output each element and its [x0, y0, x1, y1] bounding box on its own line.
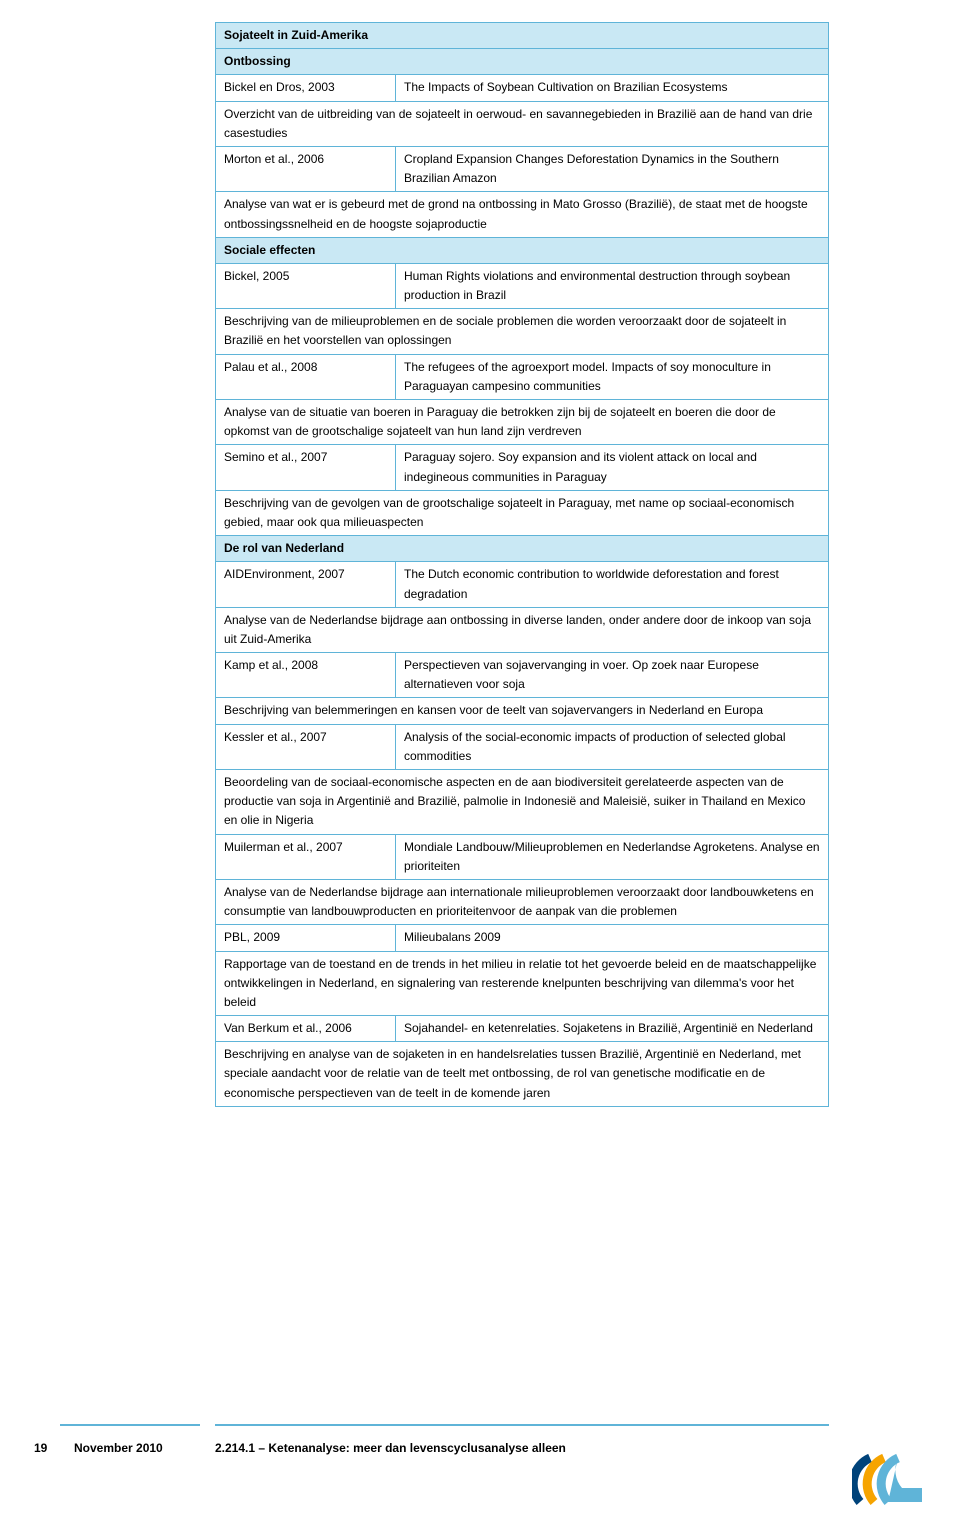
description-cell: Beschrijving en analyse van de sojaketen… — [216, 1042, 829, 1107]
citation-cell: Morton et al., 2006 — [216, 146, 396, 191]
footer-date: November 2010 — [74, 1441, 163, 1455]
section-header-cell: Ontbossing — [216, 49, 829, 75]
description-cell: Analyse van de situatie van boeren in Pa… — [216, 400, 829, 445]
table-row: Sojateelt in Zuid-Amerika — [216, 23, 829, 49]
table-row: Beschrijving van de milieuproblemen en d… — [216, 309, 829, 354]
citation-cell: Palau et al., 2008 — [216, 354, 396, 399]
description-cell: Overzicht van de uitbreiding van de soja… — [216, 101, 829, 146]
table-row: Bickel, 2005Human Rights violations and … — [216, 263, 829, 308]
table-row: Sociale effecten — [216, 237, 829, 263]
table-row: Analyse van de Nederlandse bijdrage aan … — [216, 607, 829, 652]
table-row: AIDEnvironment, 2007The Dutch economic c… — [216, 562, 829, 607]
footer-rule-short — [60, 1424, 200, 1426]
title-cell: Mondiale Landbouw/Milieuproblemen en Ned… — [396, 834, 829, 879]
table-row: Beschrijving van belemmeringen en kansen… — [216, 698, 829, 724]
brand-logo — [852, 1452, 922, 1508]
title-cell: Milieubalans 2009 — [396, 925, 829, 951]
table-row: Analyse van de Nederlandse bijdrage aan … — [216, 879, 829, 924]
title-cell: Perspectieven van sojavervanging in voer… — [396, 653, 829, 698]
table-row: Ontbossing — [216, 49, 829, 75]
citation-cell: Kamp et al., 2008 — [216, 653, 396, 698]
citation-cell: Bickel en Dros, 2003 — [216, 75, 396, 101]
title-cell: Cropland Expansion Changes Deforestation… — [396, 146, 829, 191]
table-row: Muilerman et al., 2007Mondiale Landbouw/… — [216, 834, 829, 879]
table-row: Bickel en Dros, 2003The Impacts of Soybe… — [216, 75, 829, 101]
citation-cell: AIDEnvironment, 2007 — [216, 562, 396, 607]
description-cell: Analyse van wat er is gebeurd met de gro… — [216, 192, 829, 237]
footer-page-number: 19 — [34, 1441, 47, 1455]
description-cell: Analyse van de Nederlandse bijdrage aan … — [216, 607, 829, 652]
footer-rule-long — [215, 1424, 829, 1426]
table-row: Semino et al., 2007Paraguay sojero. Soy … — [216, 445, 829, 490]
footer-title: 2.214.1 – Ketenanalyse: meer dan levensc… — [215, 1441, 566, 1455]
citation-cell: Bickel, 2005 — [216, 263, 396, 308]
title-cell: Human Rights violations and environmenta… — [396, 263, 829, 308]
description-cell: Rapportage van de toestand en de trends … — [216, 951, 829, 1016]
section-header-cell: Sojateelt in Zuid-Amerika — [216, 23, 829, 49]
title-cell: The Dutch economic contribution to world… — [396, 562, 829, 607]
title-cell: The Impacts of Soybean Cultivation on Br… — [396, 75, 829, 101]
table-row: Kessler et al., 2007Analysis of the soci… — [216, 724, 829, 769]
table-row: Analyse van de situatie van boeren in Pa… — [216, 400, 829, 445]
citation-cell: Van Berkum et al., 2006 — [216, 1016, 396, 1042]
table-row: Kamp et al., 2008Perspectieven van sojav… — [216, 653, 829, 698]
table-row: Beoordeling van de sociaal-economische a… — [216, 770, 829, 835]
description-cell: Beoordeling van de sociaal-economische a… — [216, 770, 829, 835]
title-cell: Analysis of the social-economic impacts … — [396, 724, 829, 769]
table-row: Analyse van wat er is gebeurd met de gro… — [216, 192, 829, 237]
citation-cell: Kessler et al., 2007 — [216, 724, 396, 769]
description-cell: Beschrijving van de gevolgen van de groo… — [216, 490, 829, 535]
description-cell: Beschrijving van belemmeringen en kansen… — [216, 698, 829, 724]
section-header-cell: De rol van Nederland — [216, 536, 829, 562]
table-row: Beschrijving van de gevolgen van de groo… — [216, 490, 829, 535]
description-cell: Analyse van de Nederlandse bijdrage aan … — [216, 879, 829, 924]
literature-table: Sojateelt in Zuid-AmerikaOntbossingBicke… — [215, 22, 829, 1107]
table-row: Beschrijving en analyse van de sojaketen… — [216, 1042, 829, 1107]
section-header-cell: Sociale effecten — [216, 237, 829, 263]
table-row: PBL, 2009Milieubalans 2009 — [216, 925, 829, 951]
citation-cell: Semino et al., 2007 — [216, 445, 396, 490]
table-row: Rapportage van de toestand en de trends … — [216, 951, 829, 1016]
table-row: Overzicht van de uitbreiding van de soja… — [216, 101, 829, 146]
description-cell: Beschrijving van de milieuproblemen en d… — [216, 309, 829, 354]
table-row: De rol van Nederland — [216, 536, 829, 562]
title-cell: Sojahandel- en ketenrelaties. Sojaketens… — [396, 1016, 829, 1042]
title-cell: Paraguay sojero. Soy expansion and its v… — [396, 445, 829, 490]
title-cell: The refugees of the agroexport model. Im… — [396, 354, 829, 399]
table-row: Palau et al., 2008The refugees of the ag… — [216, 354, 829, 399]
citation-cell: Muilerman et al., 2007 — [216, 834, 396, 879]
citation-cell: PBL, 2009 — [216, 925, 396, 951]
table-row: Morton et al., 2006Cropland Expansion Ch… — [216, 146, 829, 191]
document-content: Sojateelt in Zuid-AmerikaOntbossingBicke… — [215, 22, 829, 1107]
table-row: Van Berkum et al., 2006Sojahandel- en ke… — [216, 1016, 829, 1042]
